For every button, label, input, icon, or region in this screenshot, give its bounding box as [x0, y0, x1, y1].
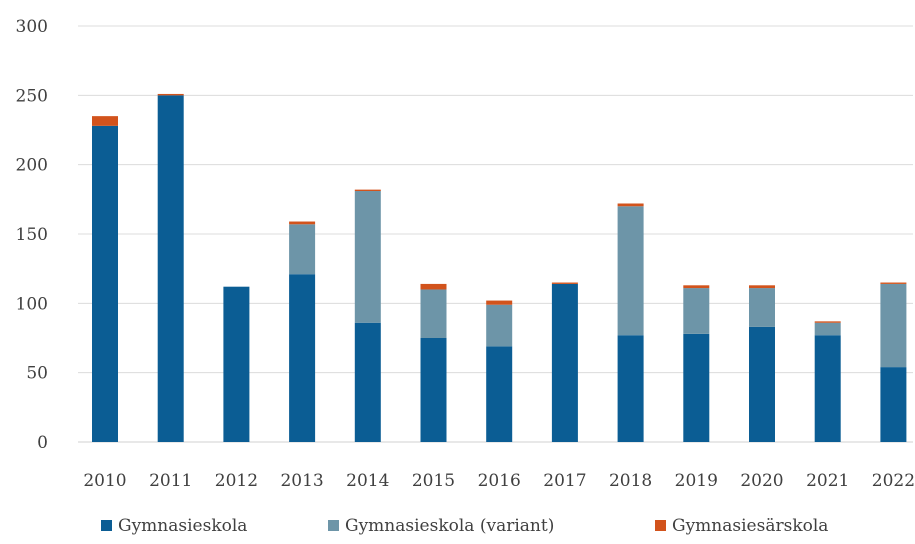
x-tick-label: 2020 [740, 471, 783, 491]
x-tick-label: 2014 [346, 471, 389, 491]
bar-segment [289, 224, 316, 275]
bar-segment [749, 285, 775, 289]
bar-segment [683, 285, 710, 289]
x-tick-label: 2011 [149, 471, 192, 491]
x-tick-label: 2012 [215, 471, 258, 491]
legend-label: Gymnasieskola (variant) [345, 516, 554, 536]
bar-segment [814, 322, 841, 336]
y-tick-label: 200 [16, 156, 48, 176]
x-tick-label: 2015 [412, 471, 455, 491]
y-axis-tick-labels: 0 50 100 150 200 250 300 [16, 17, 48, 453]
bar-segment [289, 274, 316, 442]
bar-segment [92, 125, 118, 442]
bars [92, 93, 907, 442]
bar-segment [617, 206, 644, 336]
legend-swatch [328, 520, 339, 531]
bar-segment [880, 367, 907, 442]
y-tick-label: 0 [37, 433, 48, 453]
y-tick-label: 50 [26, 364, 48, 384]
bar-segment [880, 283, 907, 368]
bar-segment [157, 95, 184, 442]
x-tick-label: 2019 [675, 471, 718, 491]
bar-segment [749, 326, 775, 442]
bar-segment [354, 189, 381, 192]
x-tick-label: 2010 [83, 471, 126, 491]
bar-segment [617, 335, 644, 442]
bar-segment [420, 289, 447, 338]
x-tick-label: 2022 [872, 471, 915, 491]
bar-segment [486, 300, 513, 305]
bar-segment [223, 286, 250, 442]
legend-swatch [655, 520, 666, 531]
bar-segment [749, 288, 775, 327]
bar-segment [289, 221, 316, 225]
bar-segment [354, 191, 381, 323]
x-tick-label: 2021 [806, 471, 849, 491]
bar-segment [683, 333, 710, 442]
y-tick-label: 100 [16, 294, 48, 314]
bar-segment [880, 282, 907, 284]
bar-segment [617, 203, 644, 207]
bar-segment [814, 335, 841, 442]
legend: Gymnasieskola Gymnasieskola (variant) Gymn… [101, 516, 828, 536]
x-tick-label: 2016 [478, 471, 521, 491]
bar-segment [551, 283, 578, 442]
bar-segment [551, 282, 578, 284]
bar-segment [683, 288, 710, 334]
legend-swatch [101, 520, 112, 531]
bar-segment [92, 116, 118, 126]
bar-segment [420, 283, 447, 290]
y-tick-label: 150 [16, 225, 48, 245]
x-tick-label: 2018 [609, 471, 652, 491]
y-tick-label: 300 [16, 17, 48, 37]
bar-segment [420, 338, 447, 442]
x-axis-tick-labels: 2010 2011 2012 2013 2014 2015 2016 2017 2018 2019… [83, 471, 915, 491]
x-tick-label: 2013 [280, 471, 323, 491]
legend-label: Gymnasieskola [118, 516, 247, 536]
bar-segment [486, 346, 513, 442]
bar-segment [354, 322, 381, 442]
bar-segment [814, 321, 841, 323]
bar-segment [486, 304, 513, 347]
y-tick-label: 250 [16, 86, 48, 106]
bar-segment [157, 93, 184, 96]
x-tick-label: 2017 [543, 471, 586, 491]
legend-label: Gymnasiesärskola [672, 516, 828, 536]
